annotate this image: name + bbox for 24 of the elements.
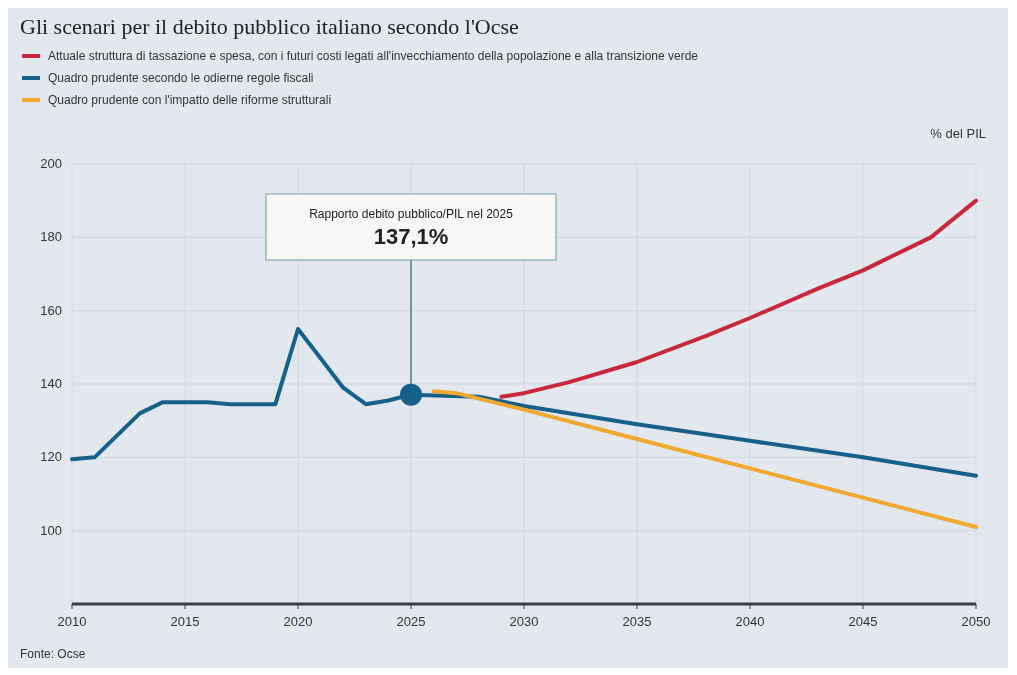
legend-label: Quadro prudente con l'impatto delle riforme strutturali (48, 93, 332, 107)
annotation: Rapporto debito pubblico/PIL nel 2025 137,1% (309, 207, 514, 249)
chart-title: Gli scenari per il debito pubblico italiano secondo l'Ocse (20, 14, 519, 39)
legend-label: Quadro prudente secondo le odierne regole fiscali (48, 71, 314, 85)
source-note: Fonte: Ocse (20, 647, 86, 661)
y-tick-label: 180 (40, 229, 62, 245)
x-tick-label: 2030 (509, 614, 539, 629)
x-tick-label: 2015 (170, 614, 200, 629)
x-tick-label: 2035 (622, 614, 652, 629)
x-tick-label: 2040 (735, 614, 765, 629)
y-tick-label: 120 (40, 449, 62, 465)
y-tick-label: 200 (40, 156, 62, 171)
line-series (70, 327, 978, 478)
x-tick-label: 2010 (57, 614, 87, 629)
x-tick-label: 2020 (283, 614, 313, 629)
legend-label: Attuale struttura di tassazione e spesa, con i futuri costi legati all'invecchiamento della popolazione e alla transizione verde (48, 49, 699, 63)
y-tick-label: 160 (40, 302, 62, 318)
line-series (431, 389, 978, 529)
y-axis-title: % del PIL (930, 126, 986, 141)
x-tick-label: 2045 (848, 614, 878, 629)
x-tick-label: 2025 (396, 614, 426, 629)
y-tick-label: 140 (40, 376, 62, 391)
x-tick-label: 2050 (961, 614, 991, 629)
y-tick-label: 100 (40, 522, 62, 538)
